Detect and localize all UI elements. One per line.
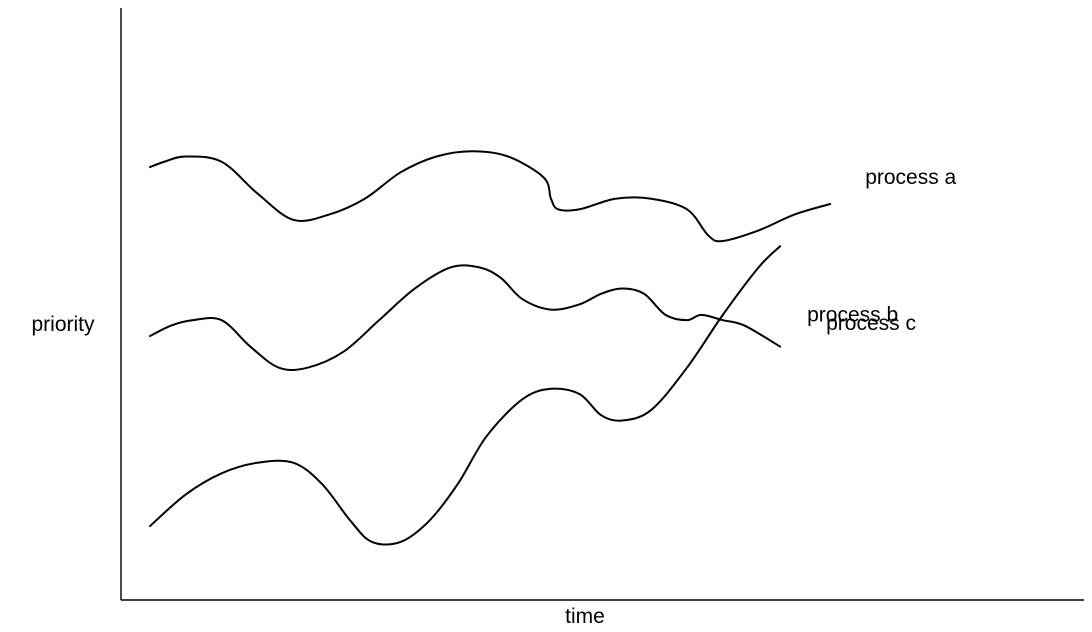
x-axis-label: time [565,605,605,628]
series-label-3: process c [826,312,916,335]
series-line-2 [149,264,782,371]
series-line-3 [149,245,782,546]
series-label-1: process a [865,166,956,189]
y-axis-label: priority [31,313,95,336]
series-line-1 [149,150,832,243]
series-label-2: process b [807,304,898,327]
